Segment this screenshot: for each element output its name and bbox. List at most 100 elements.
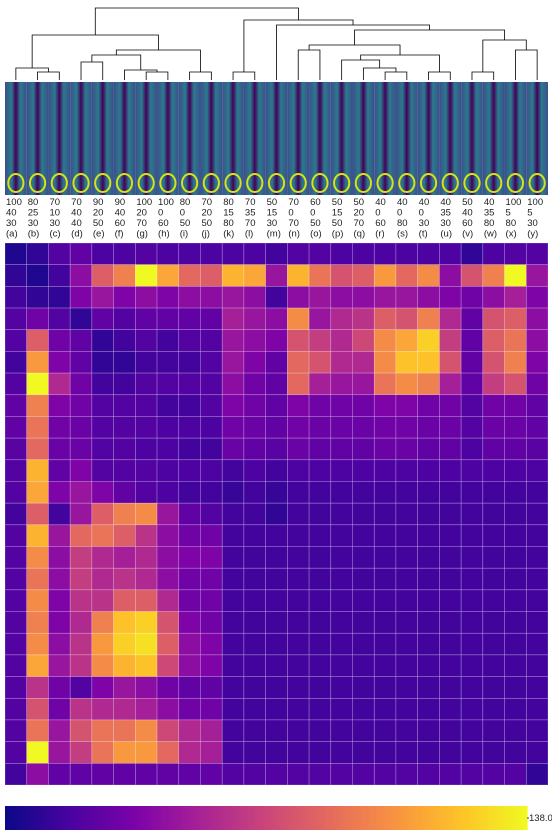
heatmap-cell: [265, 697, 288, 721]
heatmap-cell: [178, 372, 201, 396]
colorbar-segment: [511, 806, 515, 830]
heatmap-cell: [221, 437, 245, 461]
heatmap-cell: [4, 676, 28, 699]
heatmap-cell: [113, 763, 136, 786]
colorbar-segment: [378, 806, 382, 830]
heatmap-cell: [439, 459, 462, 482]
heatmap-cell: [352, 286, 375, 309]
heatmap-cell: [200, 546, 223, 569]
heatmap-cell: [26, 437, 49, 461]
heatmap-cell: [48, 351, 71, 374]
heatmap-cell: [200, 242, 223, 265]
heatmap-cell: [439, 741, 462, 764]
heatmap-cell: [439, 654, 462, 677]
heatmap-cell: [69, 394, 93, 417]
heatmap-cell: [265, 459, 288, 482]
colorbar-segment: [198, 806, 202, 830]
heatmap-cell: [221, 719, 245, 742]
heatmap-cell: [504, 546, 527, 569]
heatmap-cell: [482, 242, 505, 265]
heatmap-cell: [525, 632, 549, 656]
column-label: 50: [354, 197, 365, 208]
heatmap-cell: [178, 394, 201, 417]
column-label: 15: [223, 208, 234, 219]
thumbnail: [526, 82, 548, 195]
heatmap-cell: [287, 286, 310, 309]
colorbar-segment: [409, 806, 413, 830]
heatmap-cell: [482, 416, 505, 439]
heatmap-cell: [417, 567, 440, 591]
dendrogram-link: [115, 49, 201, 72]
heatmap-cell: [417, 394, 440, 417]
heatmap-cell: [504, 351, 527, 374]
heatmap-cell: [482, 676, 505, 699]
column-label: 80: [223, 218, 234, 229]
colorbar-segment: [456, 806, 460, 830]
column-label: 0: [397, 208, 402, 219]
heatmap-cell: [460, 286, 484, 309]
colorbar-segment: [101, 806, 105, 830]
heatmap-cell: [287, 329, 310, 352]
colorbar-segment: [258, 806, 262, 830]
heatmap-cell: [417, 632, 440, 656]
heatmap-cell: [48, 741, 71, 764]
heatmap-cell: [395, 372, 418, 396]
heatmap-cell: [330, 372, 353, 396]
colorbar-segment: [247, 806, 251, 830]
heatmap-cell: [243, 437, 266, 461]
heatmap-cell: [330, 589, 353, 612]
heatmap-cell: [439, 264, 462, 287]
heatmap-cell: [504, 741, 527, 764]
colorbar-segment: [383, 806, 387, 830]
heatmap-cell: [525, 329, 549, 352]
heatmap-cell: [243, 524, 266, 547]
heatmap-cell: [417, 611, 440, 634]
colorbar-segment: [192, 806, 197, 830]
heatmap-cell: [460, 329, 484, 352]
colorbar-segment: [367, 806, 371, 830]
heatmap-cell: [26, 741, 49, 764]
colorbar-segment: [96, 806, 100, 830]
heatmap-cell: [91, 546, 114, 569]
heatmap-cell: [91, 502, 114, 526]
heatmap-cell: [156, 286, 180, 309]
heatmap-cell: [48, 654, 71, 677]
heatmap-cell: [26, 372, 49, 396]
heatmap-cell: [525, 307, 549, 331]
heatmap-cell: [352, 741, 375, 764]
thumbnail-plume: [376, 173, 394, 193]
heatmap-cell: [525, 524, 549, 547]
heatmap-cell: [265, 481, 288, 504]
colorbar-segment: [263, 806, 267, 830]
colorbar-segment: [500, 806, 505, 830]
colorbar-segment: [67, 806, 71, 830]
heatmap-cell: [439, 567, 462, 591]
heatmap-cell: [373, 242, 397, 265]
heatmap-cell: [113, 242, 136, 265]
column-label: 0: [158, 208, 163, 219]
heatmap-cell: [308, 502, 332, 526]
heatmap-cell: [525, 286, 549, 309]
colorbar-segment: [503, 806, 507, 830]
heatmap-cell: [178, 741, 201, 764]
colorbar-segment: [493, 806, 497, 830]
heatmap-cell: [221, 632, 245, 656]
column-label: (v): [462, 229, 473, 240]
heatmap-cell: [265, 611, 288, 634]
heatmap-cell: [178, 416, 201, 439]
heatmap-cell: [26, 567, 49, 591]
column-label: 5: [527, 208, 532, 219]
heatmap-cell: [113, 524, 136, 547]
heatmap-cell: [265, 286, 288, 309]
heatmap-cell: [48, 611, 71, 634]
colorbar-segment: [506, 806, 510, 830]
column-label: 70: [201, 197, 212, 208]
thumbnail: [439, 82, 462, 195]
thumbnail-plume: [202, 173, 220, 193]
heatmap-cell: [69, 546, 93, 569]
dendrogram-link: [91, 54, 142, 70]
heatmap-cell: [113, 286, 136, 309]
heatmap-cell: [48, 372, 71, 396]
heatmap-cell: [395, 632, 418, 656]
heatmap-cell: [525, 242, 549, 265]
